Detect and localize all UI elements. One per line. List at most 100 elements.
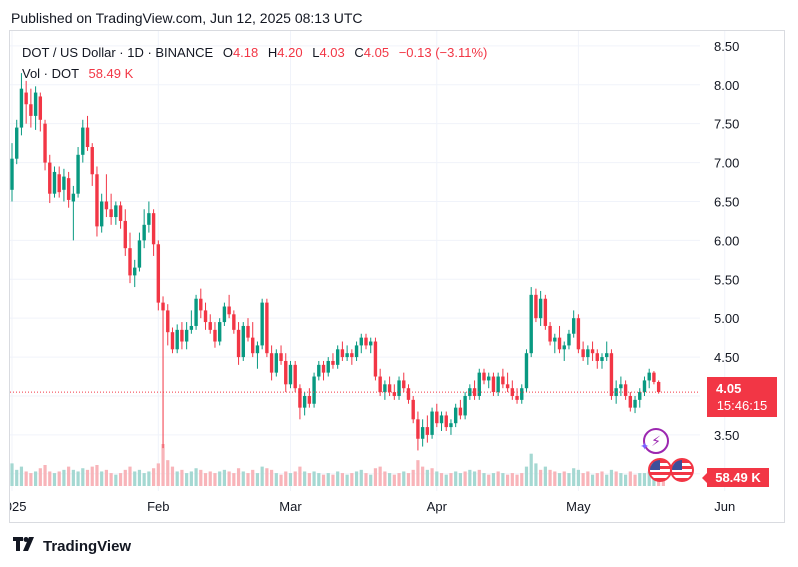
- us-flag-icon[interactable]: [670, 458, 694, 482]
- volume-bar: [421, 466, 425, 486]
- candle-body: [383, 384, 387, 393]
- candle: [142, 209, 146, 249]
- lightning-event-icon[interactable]: ⚡: [643, 428, 669, 454]
- volume-bar: [454, 471, 458, 486]
- volume-bar: [510, 473, 514, 486]
- candle-body: [619, 384, 623, 389]
- price-tick-label: 7.50: [714, 117, 739, 132]
- volume-bar: [255, 473, 260, 486]
- volume-bar: [383, 471, 387, 486]
- volume-bar: [85, 469, 90, 486]
- candle-body: [609, 353, 614, 396]
- candle: [656, 380, 661, 394]
- us-flag-icon[interactable]: [648, 458, 672, 482]
- candle: [383, 380, 387, 400]
- candle: [321, 360, 326, 381]
- candle-body: [57, 174, 61, 193]
- volume-bar: [312, 471, 316, 486]
- candle-body: [307, 395, 312, 404]
- candle: [118, 201, 123, 229]
- candle: [623, 380, 628, 400]
- volume-bar: [553, 471, 557, 486]
- volume-bar: [605, 474, 609, 486]
- candle-body: [284, 360, 288, 385]
- candle: [81, 119, 85, 163]
- candle: [38, 92, 43, 132]
- candle-body: [217, 322, 222, 342]
- low-value: 4.03: [319, 45, 345, 60]
- volume-bar: [392, 474, 396, 486]
- volume-bar: [128, 466, 132, 486]
- volume-bar: [76, 471, 80, 486]
- candle-body: [302, 395, 307, 408]
- candle: [510, 380, 515, 400]
- published-caption: Published on TradingView.com, Jun 12, 20…: [11, 10, 363, 26]
- volume-bar: [279, 474, 283, 486]
- volume-bar: [199, 469, 203, 486]
- volume-bars: [10, 444, 665, 486]
- candle: [515, 388, 519, 404]
- candle: [29, 88, 33, 128]
- tradingview-logo[interactable]: TradingView: [13, 537, 131, 555]
- candle: [199, 288, 203, 319]
- volume-bar: [472, 471, 477, 486]
- candle: [548, 322, 552, 346]
- volume-bar: [548, 469, 552, 486]
- candle-body: [340, 349, 345, 358]
- candle: [586, 345, 590, 365]
- candle: [133, 259, 137, 288]
- candle-body: [236, 329, 241, 358]
- volume-bar: [71, 469, 75, 486]
- candle-body: [104, 201, 109, 210]
- candle-body: [274, 353, 279, 373]
- tradingview-logo-icon: [13, 537, 37, 555]
- candle-body: [24, 92, 28, 105]
- volume-bar: [586, 471, 590, 486]
- volume-bar: [161, 444, 165, 486]
- candle: [76, 147, 80, 198]
- price-chart[interactable]: 8.508.007.507.006.506.005.505.004.504.00…: [10, 31, 775, 521]
- candle-body: [354, 345, 359, 358]
- candle-body: [269, 353, 274, 373]
- candle-body: [175, 329, 179, 350]
- candle-body: [402, 380, 406, 389]
- candle: [10, 143, 14, 202]
- candle-body: [520, 388, 524, 400]
- candle: [147, 201, 151, 233]
- volume-bar: [114, 474, 118, 486]
- volume-bar: [203, 473, 208, 486]
- candle: [241, 322, 245, 361]
- volume-bar: [633, 474, 637, 486]
- volume-bar: [81, 468, 85, 486]
- candle: [317, 360, 321, 381]
- candle-body: [529, 294, 533, 354]
- high-label: H: [267, 45, 278, 60]
- candle: [166, 304, 170, 346]
- candle: [260, 298, 264, 350]
- candle: [307, 388, 312, 408]
- volume-bar: [435, 471, 439, 486]
- candle: [411, 395, 415, 424]
- candle-body: [430, 411, 434, 435]
- candle-body: [392, 392, 397, 396]
- volume-bar: [439, 473, 444, 486]
- candle-body: [133, 267, 137, 276]
- candle: [288, 360, 293, 389]
- candle: [184, 322, 189, 350]
- volume-legend: Vol · DOT 58.49 K: [22, 66, 133, 81]
- candle: [538, 290, 543, 326]
- candle-body: [435, 411, 439, 424]
- candle-body: [501, 376, 505, 385]
- volume-bar: [251, 469, 255, 486]
- candle-body: [416, 419, 420, 439]
- candle-body: [642, 380, 647, 393]
- candle: [246, 318, 250, 342]
- candle-body: [288, 364, 293, 385]
- candle-body: [29, 104, 33, 116]
- volume-bar: [501, 473, 505, 486]
- candle: [217, 318, 222, 346]
- candle-body: [628, 395, 633, 408]
- candle-body: [298, 388, 302, 408]
- candle: [255, 341, 260, 369]
- volume-bar: [317, 473, 321, 486]
